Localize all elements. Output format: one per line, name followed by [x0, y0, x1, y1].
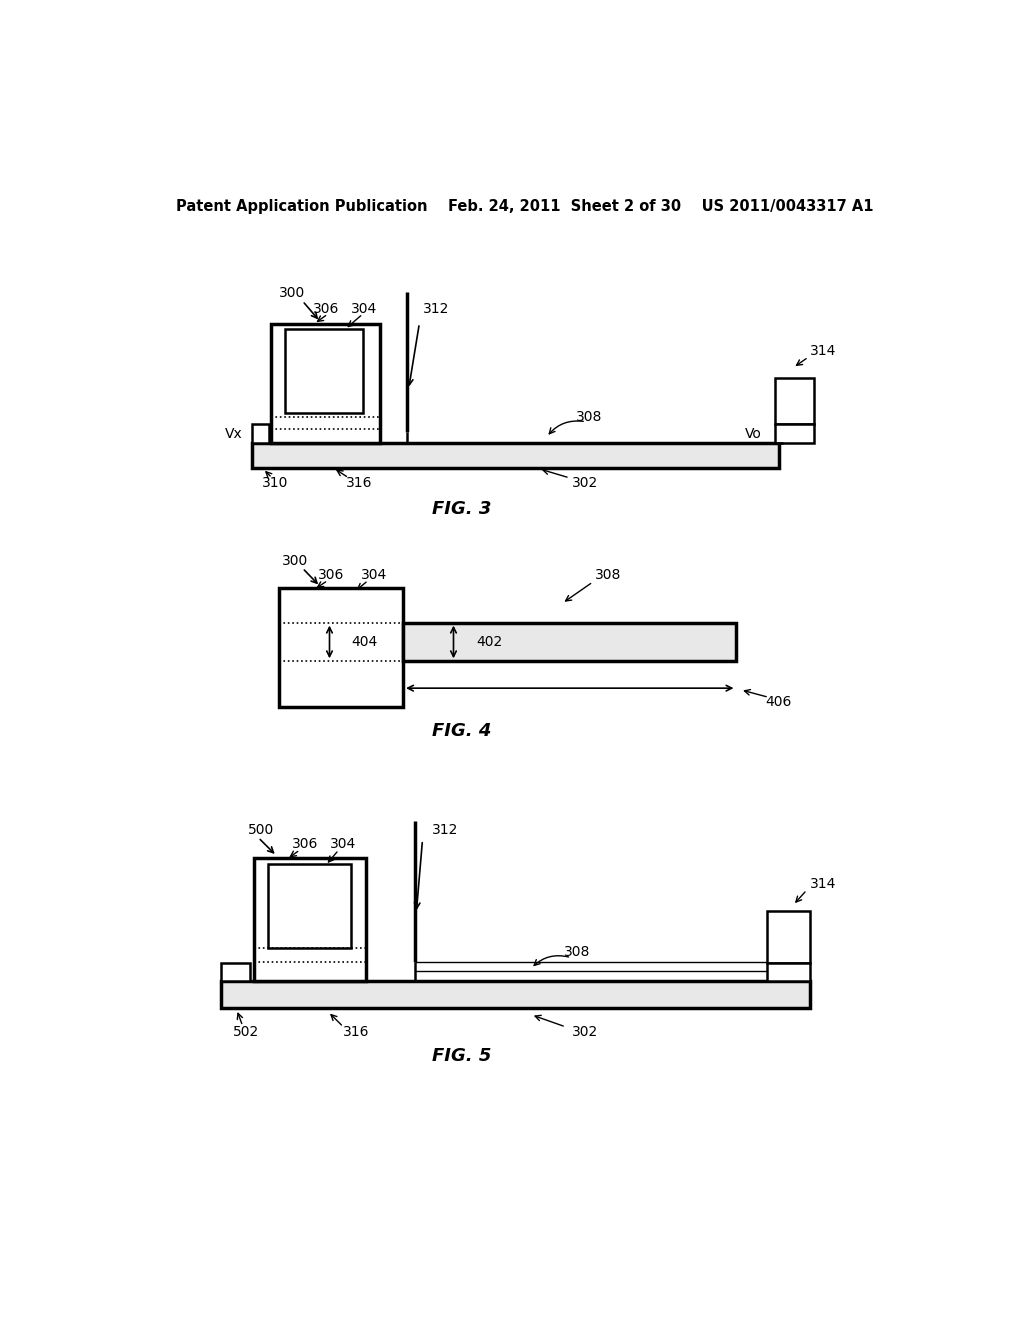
Text: 306: 306	[312, 302, 339, 317]
Text: FIG. 3: FIG. 3	[431, 500, 490, 517]
Text: FIG. 4: FIG. 4	[431, 722, 490, 739]
Text: 300: 300	[280, 286, 305, 300]
Bar	[267, 863, 351, 948]
Bar	[280, 589, 403, 708]
Text: Vo: Vo	[745, 428, 762, 441]
Text: 312: 312	[423, 302, 449, 317]
Text: 302: 302	[572, 1026, 598, 1039]
Bar	[286, 330, 362, 412]
Text: Patent Application Publication    Feb. 24, 2011  Sheet 2 of 30    US 2011/004331: Patent Application Publication Feb. 24, …	[176, 198, 873, 214]
Bar	[221, 981, 810, 1007]
Text: 308: 308	[575, 411, 602, 424]
Text: 308: 308	[564, 945, 591, 958]
Text: 306: 306	[317, 568, 344, 582]
Text: 310: 310	[262, 477, 289, 490]
Text: 314: 314	[810, 876, 837, 891]
Text: 300: 300	[282, 554, 308, 568]
Text: 500: 500	[248, 822, 274, 837]
Text: 302: 302	[572, 477, 598, 490]
Text: 316: 316	[346, 477, 372, 490]
Bar	[775, 424, 814, 444]
Text: 304: 304	[331, 837, 356, 850]
Text: 304: 304	[351, 302, 378, 317]
Text: 316: 316	[343, 1026, 370, 1039]
Text: 404: 404	[351, 635, 378, 649]
Bar	[221, 964, 251, 981]
Text: 306: 306	[292, 837, 317, 850]
Text: 402: 402	[477, 635, 503, 649]
Text: 312: 312	[432, 822, 458, 837]
Bar	[775, 378, 814, 424]
Bar	[271, 323, 380, 444]
Bar	[254, 858, 366, 981]
Bar	[767, 911, 810, 964]
Bar	[403, 623, 736, 661]
Text: 314: 314	[810, 345, 837, 358]
Text: Vx: Vx	[225, 428, 243, 441]
Text: 502: 502	[232, 1026, 259, 1039]
Bar	[767, 964, 810, 981]
Text: 304: 304	[361, 568, 387, 582]
Text: FIG. 5: FIG. 5	[431, 1047, 490, 1065]
Text: 308: 308	[595, 568, 622, 582]
Text: 406: 406	[766, 696, 793, 709]
Bar	[252, 424, 269, 444]
Bar	[252, 444, 779, 469]
